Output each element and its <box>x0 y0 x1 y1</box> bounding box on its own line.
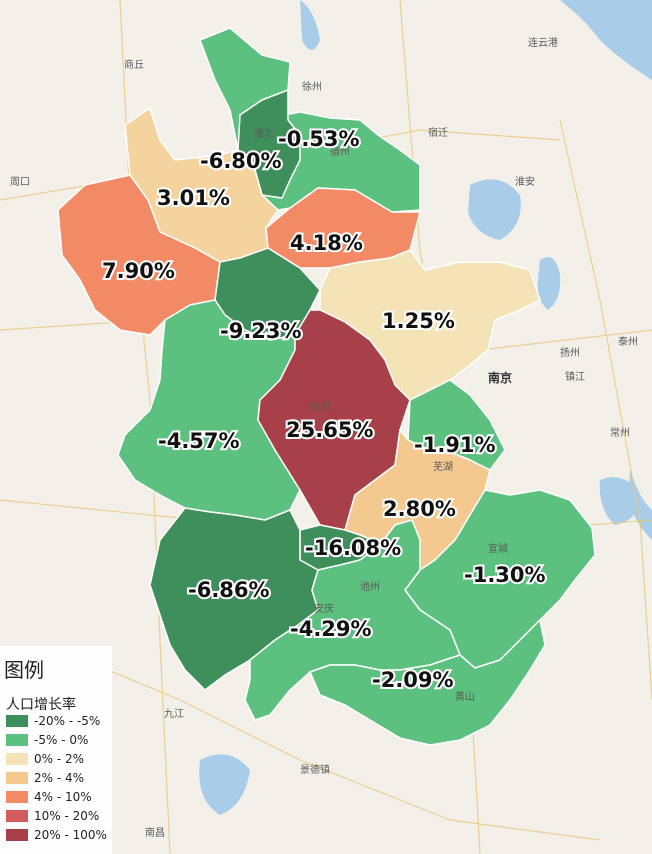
legend-label: 20% - 100% <box>34 828 107 842</box>
value-label-suzhou: -0.53% <box>278 127 360 151</box>
legend-swatch <box>6 734 28 746</box>
value-label-chizhou: -4.29% <box>290 617 372 641</box>
value-label-anqing: -6.86% <box>188 578 270 602</box>
value-label-wuhu: 2.80% <box>383 497 456 521</box>
legend-label: -20% - -5% <box>34 714 101 728</box>
value-label-huangshan: -2.09% <box>372 668 454 692</box>
place-label: 徐州 <box>302 80 322 93</box>
legend-swatch <box>6 715 28 727</box>
legend-label: -5% - 0% <box>34 733 89 747</box>
region-luan[interactable] <box>117 299 301 521</box>
place-label: 南昌 <box>145 826 165 839</box>
legend-label: 2% - 4% <box>34 771 85 785</box>
place-labels: 商丘 徐州 淮安 连云港 宿迁 周口 南京 扬州 镇江 泰州 常州 合肥 安庆 … <box>10 36 638 839</box>
place-label: 泰州 <box>618 335 638 348</box>
lake-weishan <box>300 0 320 50</box>
lake-gaoyou <box>537 257 561 310</box>
value-label-maanshan: -1.91% <box>414 433 496 457</box>
value-label-fuyang: 7.90% <box>102 259 175 283</box>
value-label-hefei: 25.65% <box>286 418 373 442</box>
legend-item: 2% - 4% <box>6 770 84 786</box>
place-label: 南京 <box>488 370 512 385</box>
place-label: 镇江 <box>565 370 585 383</box>
sea-area <box>560 0 652 80</box>
legend-label: 4% - 10% <box>34 790 92 804</box>
place-label: 合肥 <box>310 400 330 413</box>
value-label-xuancheng: -1.30% <box>464 563 546 587</box>
region-huangshan[interactable] <box>309 619 546 746</box>
place-label: 九江 <box>164 708 184 720</box>
place-label: 景德镇 <box>300 763 330 776</box>
legend-item: -20% - -5% <box>6 713 100 729</box>
place-label: 淮北 <box>254 128 274 140</box>
place-label: 扬州 <box>560 346 580 359</box>
legend-swatch <box>6 753 28 765</box>
place-label: 连云港 <box>528 36 558 49</box>
place-label: 宿州 <box>330 145 350 158</box>
lake-hongze <box>468 179 521 240</box>
value-label-huaibei: -6.80% <box>200 149 282 173</box>
value-label-tongling: -16.08% <box>305 536 401 560</box>
place-label: 宿迁 <box>428 126 448 139</box>
lake-taihu <box>599 477 640 525</box>
legend-panel: 图例 人口增长率 -20% - -5% -5% - 0% 0% - 2% 2% … <box>0 646 112 854</box>
place-label: 芜湖 <box>433 460 453 473</box>
value-labels: -6.80% -0.53% 3.01% 4.18% 7.90% -9.23% 1… <box>100 125 548 694</box>
legend-swatch <box>6 791 28 803</box>
value-label-luan: -4.57% <box>158 429 240 453</box>
legend-swatch <box>6 829 28 841</box>
value-label-huainan: -9.23% <box>220 319 302 343</box>
region-layer <box>57 27 596 746</box>
legend-swatch <box>6 810 28 822</box>
place-label: 黄山 <box>455 690 475 703</box>
legend-title: 图例 <box>4 658 44 682</box>
place-label: 周口 <box>10 176 30 188</box>
legend-label: 0% - 2% <box>34 752 85 766</box>
value-label-bengbu: 4.18% <box>290 231 363 255</box>
value-label-bozhou: 3.01% <box>157 186 230 210</box>
place-label: 常州 <box>610 426 630 439</box>
value-label-chuzhou: 1.25% <box>382 309 455 333</box>
place-label: 商丘 <box>124 58 144 71</box>
place-label: 安庆 <box>314 602 334 615</box>
legend-item: 4% - 10% <box>6 789 92 805</box>
legend-item: 20% - 100% <box>6 827 107 843</box>
legend-label: 10% - 20% <box>34 809 100 823</box>
place-label: 池州 <box>360 580 380 593</box>
place-label: 淮安 <box>515 175 535 188</box>
legend-item: 10% - 20% <box>6 808 99 824</box>
lake-poyang <box>199 754 250 815</box>
legend-swatch <box>6 772 28 784</box>
legend-item: 0% - 2% <box>6 751 84 767</box>
legend-item: -5% - 0% <box>6 732 88 748</box>
legend-subtitle: 人口增长率 <box>6 697 76 713</box>
place-label: 宣城 <box>488 542 508 555</box>
